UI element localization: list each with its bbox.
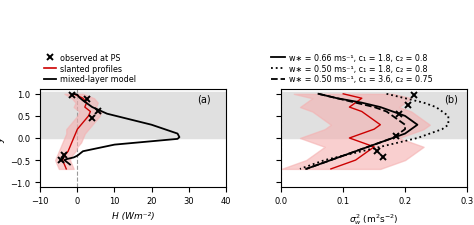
Bar bbox=[282, 92, 467, 138]
Y-axis label: y′: y′ bbox=[0, 134, 5, 142]
Legend: observed at PS, slanted profiles, mixed-layer model: observed at PS, slanted profiles, mixed-… bbox=[44, 54, 136, 84]
Bar bbox=[40, 92, 226, 138]
X-axis label: $\sigma_w^2$ (m$^2$s$^{-2}$): $\sigma_w^2$ (m$^2$s$^{-2}$) bbox=[349, 211, 399, 225]
Text: (b): (b) bbox=[444, 94, 457, 104]
Text: (a): (a) bbox=[197, 94, 211, 104]
X-axis label: H (Wm⁻²): H (Wm⁻²) bbox=[112, 211, 155, 220]
Legend: w∗ = 0.66 ms⁻¹, c₁ = 1.8, c₂ = 0.8, w∗ = 0.50 ms⁻¹, c₁ = 1.8, c₂ = 0.8, w∗ = 0.5: w∗ = 0.66 ms⁻¹, c₁ = 1.8, c₂ = 0.8, w∗ =… bbox=[271, 54, 433, 84]
